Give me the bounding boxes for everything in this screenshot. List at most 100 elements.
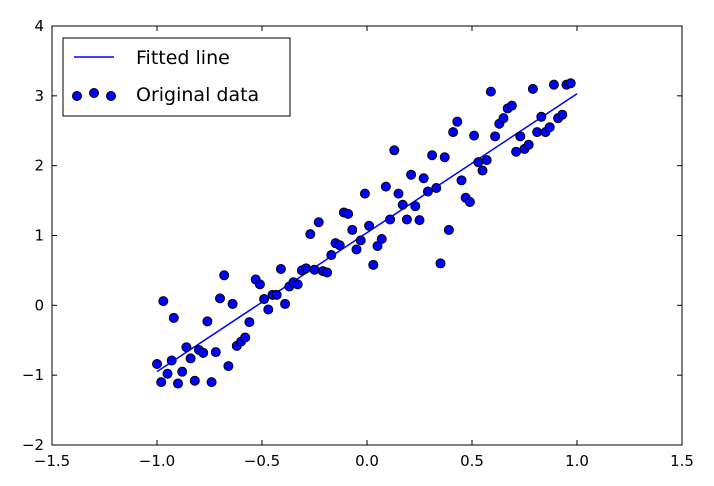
data-point	[427, 150, 438, 161]
data-point	[515, 131, 526, 142]
x-tick-label: −0.5	[244, 452, 280, 470]
data-point	[322, 267, 333, 278]
data-point	[292, 279, 303, 290]
data-point	[263, 304, 274, 315]
data-point	[162, 368, 173, 379]
data-point	[389, 145, 400, 156]
y-tick-label: 1	[34, 227, 44, 245]
data-point	[410, 201, 421, 212]
data-point	[401, 214, 412, 225]
legend-marker-swatch	[106, 91, 116, 101]
data-point	[498, 113, 509, 124]
data-point	[385, 214, 396, 225]
data-point	[523, 139, 534, 150]
data-point	[173, 378, 183, 389]
data-point	[313, 217, 324, 228]
data-point	[259, 294, 270, 305]
data-point	[240, 332, 251, 343]
data-point	[443, 224, 454, 235]
data-point	[565, 78, 576, 89]
data-point	[456, 175, 467, 186]
data-point	[158, 296, 169, 307]
data-point	[481, 155, 492, 166]
legend: Fitted line Original data	[62, 37, 291, 117]
data-point	[210, 347, 221, 358]
data-point	[334, 240, 345, 251]
data-point	[347, 224, 358, 235]
data-point	[351, 244, 362, 255]
data-point	[254, 279, 265, 290]
data-point	[532, 127, 543, 138]
data-point	[280, 298, 291, 309]
data-point	[376, 233, 387, 244]
data-point	[168, 312, 179, 323]
data-point	[527, 83, 538, 94]
data-point	[477, 165, 488, 176]
data-point	[380, 181, 391, 192]
data-point	[223, 361, 234, 372]
data-point	[206, 377, 217, 388]
data-point	[397, 199, 408, 210]
data-point	[189, 375, 200, 386]
data-point	[557, 109, 568, 120]
x-tick-label: 0.5	[460, 452, 484, 470]
data-point	[368, 259, 379, 270]
data-point	[511, 146, 522, 157]
data-point	[490, 131, 501, 142]
plot-area	[152, 78, 578, 389]
data-point	[177, 366, 188, 377]
data-point	[271, 289, 282, 300]
data-point	[326, 250, 337, 261]
y-tick-label: 3	[34, 87, 44, 105]
data-point	[198, 347, 209, 358]
legend-label-fitted-line: Fitted line	[136, 47, 230, 69]
data-point	[506, 100, 517, 111]
y-tick-label: 2	[34, 157, 44, 175]
fitted-line	[156, 93, 578, 373]
y-tick-label: −2	[22, 436, 44, 454]
data-point	[406, 169, 417, 180]
x-tick-label: −1.0	[139, 452, 175, 470]
data-point	[544, 122, 555, 133]
data-point	[181, 342, 192, 353]
ticks-layer: −1.5 −1.0 −0.5 0.0 0.5 1.0 1.5 −2 −1 0 1 2 3 4	[22, 17, 694, 470]
data-point	[301, 263, 312, 274]
data-point	[305, 229, 316, 240]
data-point	[152, 358, 162, 369]
y-tick-label: 4	[34, 17, 44, 35]
x-tick-label: 0.0	[355, 452, 379, 470]
data-point	[156, 377, 167, 388]
data-point	[185, 353, 196, 364]
x-tick-label: −1.5	[34, 452, 70, 470]
data-point	[343, 208, 354, 219]
x-tick-label: 1.0	[565, 452, 589, 470]
data-point	[219, 270, 230, 281]
data-point	[414, 215, 425, 226]
data-point	[448, 127, 459, 138]
data-point	[485, 86, 496, 97]
data-point	[275, 264, 286, 275]
data-point	[166, 355, 177, 366]
data-point	[452, 116, 463, 127]
legend-label-original-data: Original data	[136, 84, 259, 106]
legend-marker-swatch	[89, 88, 99, 98]
data-point	[393, 188, 404, 199]
data-point	[355, 235, 366, 246]
data-point	[422, 186, 433, 197]
data-point	[364, 220, 375, 231]
data-point	[418, 173, 429, 184]
data-point	[227, 298, 238, 309]
data-point	[469, 130, 480, 141]
x-tick-label: 1.5	[670, 452, 694, 470]
legend-box	[62, 37, 291, 117]
data-point	[548, 79, 559, 90]
axes-frame	[51, 25, 683, 446]
data-point	[464, 196, 475, 207]
data-point	[439, 152, 450, 163]
data-point	[202, 316, 213, 327]
data-point	[244, 317, 255, 328]
legend-marker-swatch	[72, 91, 82, 101]
y-tick-label: 0	[34, 296, 44, 314]
data-point	[431, 183, 442, 194]
